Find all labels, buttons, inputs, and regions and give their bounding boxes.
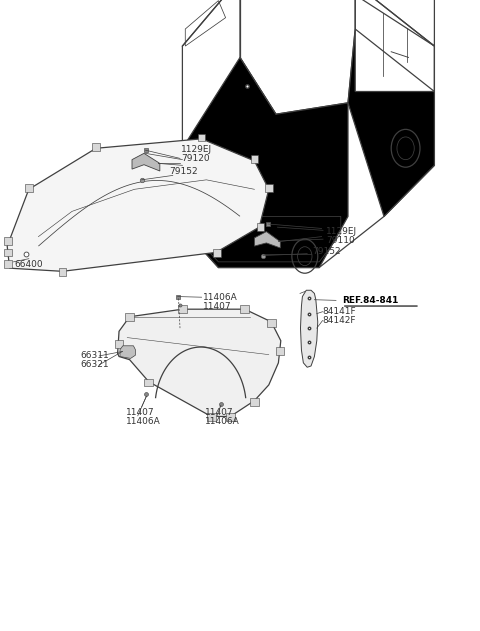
Text: 84141F: 84141F <box>323 307 356 316</box>
Text: 1129EJ: 1129EJ <box>181 145 213 154</box>
Bar <box>207 413 216 421</box>
Polygon shape <box>348 29 434 216</box>
Bar <box>4 260 12 268</box>
Bar <box>257 223 264 231</box>
Bar <box>267 319 276 327</box>
Bar <box>251 155 258 163</box>
Text: 84142F: 84142F <box>323 316 356 325</box>
Text: 66321: 66321 <box>81 360 109 369</box>
Text: REF.84-841: REF.84-841 <box>342 296 398 305</box>
Bar <box>213 249 221 257</box>
Bar <box>144 379 153 386</box>
Bar <box>92 143 100 151</box>
Polygon shape <box>132 153 160 171</box>
Text: 11406A: 11406A <box>205 417 240 426</box>
Text: 79152: 79152 <box>312 247 341 256</box>
Bar <box>276 347 284 355</box>
Text: 11406A: 11406A <box>203 293 237 302</box>
Bar <box>115 340 123 348</box>
Text: 1129EJ: 1129EJ <box>326 227 358 236</box>
Bar <box>226 413 235 421</box>
Bar <box>125 313 134 321</box>
Polygon shape <box>7 139 269 271</box>
Polygon shape <box>254 232 280 248</box>
Polygon shape <box>118 309 281 416</box>
Polygon shape <box>300 290 318 367</box>
Polygon shape <box>182 57 348 268</box>
Bar <box>4 249 12 256</box>
Text: 11406A: 11406A <box>126 417 160 426</box>
Text: 11407: 11407 <box>205 408 234 417</box>
Text: 79152: 79152 <box>169 167 198 176</box>
Bar <box>265 184 273 192</box>
Bar <box>178 305 187 313</box>
Polygon shape <box>120 346 135 358</box>
Text: 66400: 66400 <box>14 260 43 269</box>
Bar <box>240 305 249 313</box>
Text: 79120: 79120 <box>181 154 210 163</box>
Bar <box>25 184 33 192</box>
Text: 11407: 11407 <box>203 302 231 311</box>
Bar <box>59 268 66 276</box>
Text: 11407: 11407 <box>126 408 155 417</box>
Bar <box>250 398 259 406</box>
Text: 79110: 79110 <box>326 236 355 245</box>
Bar <box>4 237 12 245</box>
Text: 66311: 66311 <box>81 351 109 360</box>
Bar <box>198 134 205 141</box>
